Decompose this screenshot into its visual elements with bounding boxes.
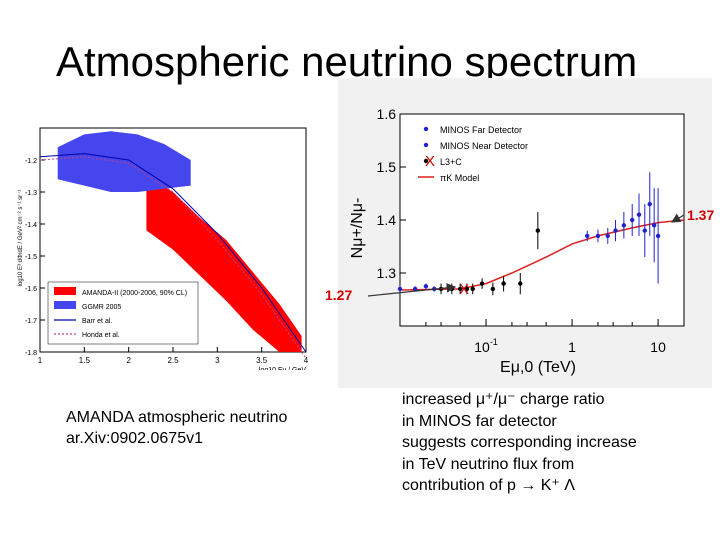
data-point (432, 286, 437, 292)
x-tick-label: 3 (215, 356, 220, 365)
y-tick-label: -1.6 (25, 286, 37, 293)
left-caption-line: ar.Xiv:0902.0675v1 (66, 430, 203, 447)
legend-swatch (54, 287, 76, 295)
right-caption-line: in MINOS far detector (402, 412, 557, 430)
data-point (457, 286, 463, 292)
x-tick-exponent: -1 (490, 337, 498, 347)
left-caption: AMANDA atmospheric neutrino ar.Xiv:0902.… (66, 407, 287, 449)
legend-marker (423, 158, 429, 164)
data-point (412, 286, 418, 292)
data-point (449, 286, 454, 292)
data-point (535, 228, 541, 233)
right-caption: increased μ⁺/μ⁻ charge ratio in MINOS fa… (402, 389, 637, 497)
left-caption-line: AMANDA atmospheric neutrino (66, 409, 288, 426)
data-point (470, 286, 475, 292)
data-point (423, 284, 429, 289)
x-marker-legend: X (425, 153, 435, 170)
legend-entry: πK Model (440, 173, 479, 183)
x-tick-label: 10 (650, 339, 666, 355)
charge-ratio-chart-panel: 1.3 1.4 1.5 1.6 10-1 1 10 Eμ,0 (TeV) Nμ+/Nμ- MINO… (338, 78, 712, 388)
y-tick-label: -1.5 (25, 254, 37, 261)
slide-title: Atmospheric neutrino spectrum (56, 38, 638, 85)
data-point (605, 233, 610, 239)
x-tick-label: 1 (38, 356, 43, 365)
data-point (518, 281, 523, 286)
annotation-1-27: 1.27 (325, 287, 353, 303)
line-honda-et-al- (39, 156, 307, 359)
y-tick-label: -1.2 (25, 158, 37, 165)
data-point (651, 223, 657, 228)
data-point (613, 228, 618, 233)
y-tick-label: -1.4 (25, 222, 37, 229)
line-barr-et-al- (39, 153, 307, 353)
legend-swatch (54, 301, 76, 309)
right-caption-line: suggests corresponding increase (402, 434, 637, 451)
band-amanda-ii-2000-2006-90-cl- (146, 176, 302, 352)
x-tick-label: 1.5 (79, 356, 91, 365)
amanda-chart: 1 1.5 2 2.5 3 3.5 4 -1.2 -1.3 -1.4 -1.5 -1.6 -1.7 -1.… (18, 127, 309, 374)
data-point (501, 281, 506, 286)
data-point (490, 286, 496, 292)
legend-entry: L3+C (440, 157, 462, 167)
data-point (636, 212, 642, 217)
legend-marker (423, 126, 429, 132)
y-tick-label: 1.6 (377, 106, 397, 122)
legend-entry: MINOS Near Detector (440, 141, 528, 151)
data-point (438, 286, 444, 292)
x-tick-label: 2 (126, 356, 131, 365)
data-point (595, 233, 601, 239)
x-tick-label: 1 (568, 339, 576, 355)
legend-entry: GGMR 2005 (82, 304, 121, 311)
legend-entry: Barr et al. (82, 318, 112, 325)
data-point (642, 228, 647, 233)
x-axis-label: log10 Eν / GeV (259, 367, 306, 370)
legend-entry: AMANDA-II (2000-2006, 90% CL) (82, 290, 187, 297)
right-caption-line: increased μ⁺/μ⁻ charge ratio (402, 391, 605, 408)
x-tick-label: 3.5 (256, 356, 268, 365)
amanda-chart-panel: 1 1.5 2 2.5 3 3.5 4 -1.2 -1.3 -1.4 -1.5 -1.6 -1.7 -1.… (14, 120, 316, 374)
y-axis-label: log10 E³ dΦ/dE / GeV² cm⁻² s⁻¹ sr⁻¹ (18, 190, 24, 287)
legend-entry: MINOS Far Detector (440, 125, 522, 135)
data-point (647, 201, 652, 207)
y-tick-label: -1.8 (25, 350, 37, 357)
x-tick-label: 4 (304, 356, 309, 365)
y-tick-label: -1.3 (25, 190, 37, 197)
legend-entry: Honda et al. (82, 332, 120, 339)
right-caption-line: contribution of p → K⁺ Λ (402, 477, 575, 494)
band-ggmr-2005 (57, 131, 191, 192)
x-axis-label: Eμ,0 (TeV) (500, 359, 576, 376)
data-point (397, 286, 403, 292)
y-tick-label: 1.5 (377, 159, 397, 175)
data-point (464, 286, 470, 292)
data-point (630, 217, 635, 223)
legend-marker (423, 142, 429, 148)
annotation-1-37: 1.37 (687, 207, 715, 223)
x-tick-label: 10-1 (474, 337, 498, 355)
x-tick-label: 2.5 (167, 356, 179, 365)
right-caption-line: in TeV neutrino flux from (402, 455, 575, 473)
charge-ratio-chart: 1.3 1.4 1.5 1.6 10-1 1 10 Eμ,0 (TeV) Nμ+/Nμ- MINO… (349, 106, 685, 376)
x-marker-data: X (459, 281, 469, 298)
data-point (655, 233, 661, 239)
data-point (479, 281, 485, 286)
y-axis-label: Nμ+/Nμ- (349, 198, 366, 259)
y-tick-label: 1.4 (377, 212, 397, 228)
y-tick-label: -1.7 (25, 318, 37, 325)
data-point (585, 233, 590, 239)
y-tick-label: 1.3 (377, 265, 397, 281)
data-point (621, 223, 627, 228)
